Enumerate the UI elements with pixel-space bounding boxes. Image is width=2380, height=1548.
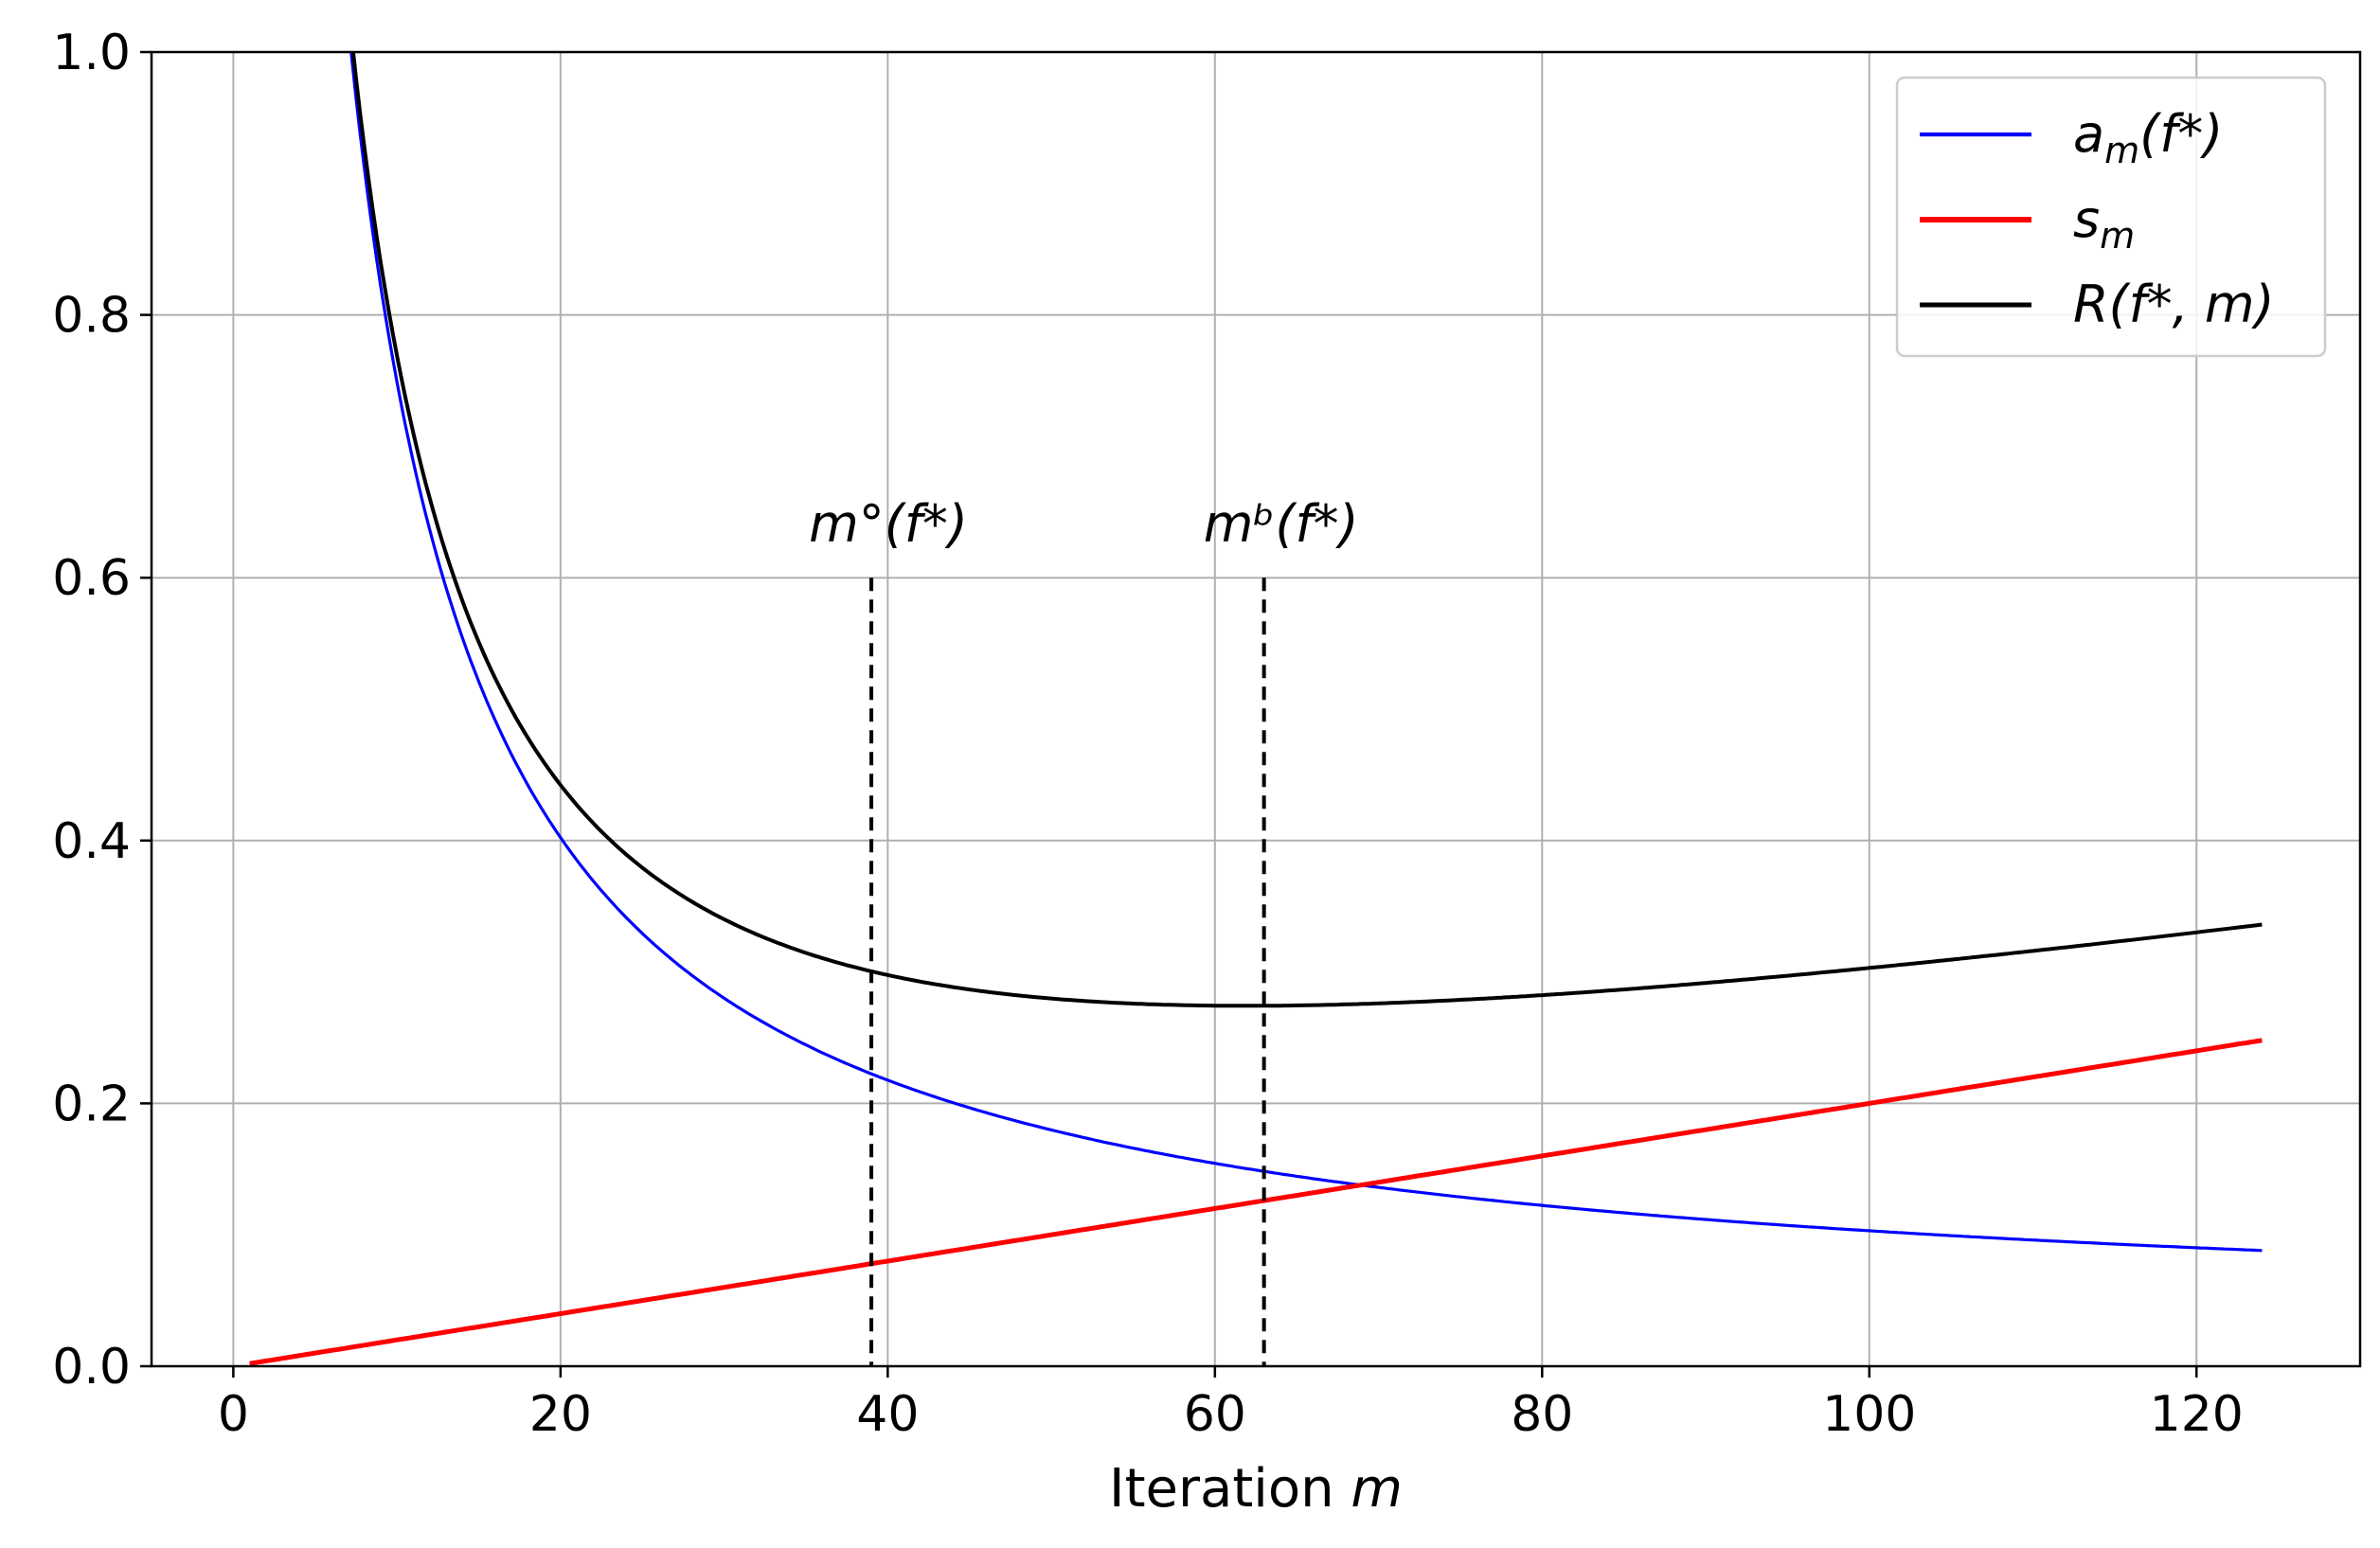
reference-lines: m°(f*) mᵇ(f*) bbox=[809, 494, 1359, 1366]
legend-box bbox=[1895, 76, 2327, 358]
series-curves bbox=[249, 52, 2263, 1366]
legend-label-3: R(f*, m) bbox=[2073, 275, 2275, 334]
x-axis-title-variable: m bbox=[1351, 1458, 1403, 1520]
x-axis-title-text: Iteration bbox=[1109, 1458, 1351, 1520]
y-tick-label: 0.8 bbox=[52, 288, 131, 345]
y-tick-label: 1.0 bbox=[52, 25, 131, 81]
x-tick-label: 40 bbox=[856, 1386, 919, 1443]
x-tick-label: 100 bbox=[1822, 1386, 1916, 1443]
vline-label-2: mᵇ(f*) bbox=[1204, 494, 1359, 554]
legend-label-1: am(f*) bbox=[2073, 104, 2223, 171]
vline-label-1: m°(f*) bbox=[809, 494, 968, 554]
x-axis-title: Iteration m bbox=[1109, 1458, 1403, 1520]
x-tick-label: 20 bbox=[529, 1386, 592, 1443]
y-tick-label: 0.2 bbox=[52, 1076, 131, 1132]
legend: am(f*) sm R(f*, m) bbox=[1895, 76, 2327, 358]
axis-ticks: 0 20 40 60 80 100 120 0.0 0.2 0.4 0.6 0.8 1.0 bbox=[52, 25, 2244, 1443]
legend-label-2: sm bbox=[2073, 189, 2135, 257]
y-tick-label: 0.6 bbox=[52, 550, 131, 607]
x-tick-label: 80 bbox=[1511, 1386, 1573, 1443]
series-line-1 bbox=[349, 52, 2263, 1253]
x-tick-label: 120 bbox=[2150, 1386, 2244, 1443]
x-tick-label: 0 bbox=[218, 1386, 249, 1443]
series-line-2 bbox=[249, 1038, 2263, 1366]
x-tick-label: 60 bbox=[1184, 1386, 1246, 1443]
series-line-3 bbox=[350, 52, 2263, 1008]
plot-frame bbox=[150, 50, 2362, 1368]
y-tick-label: 0.4 bbox=[52, 813, 131, 870]
y-tick-label: 0.0 bbox=[52, 1339, 131, 1396]
